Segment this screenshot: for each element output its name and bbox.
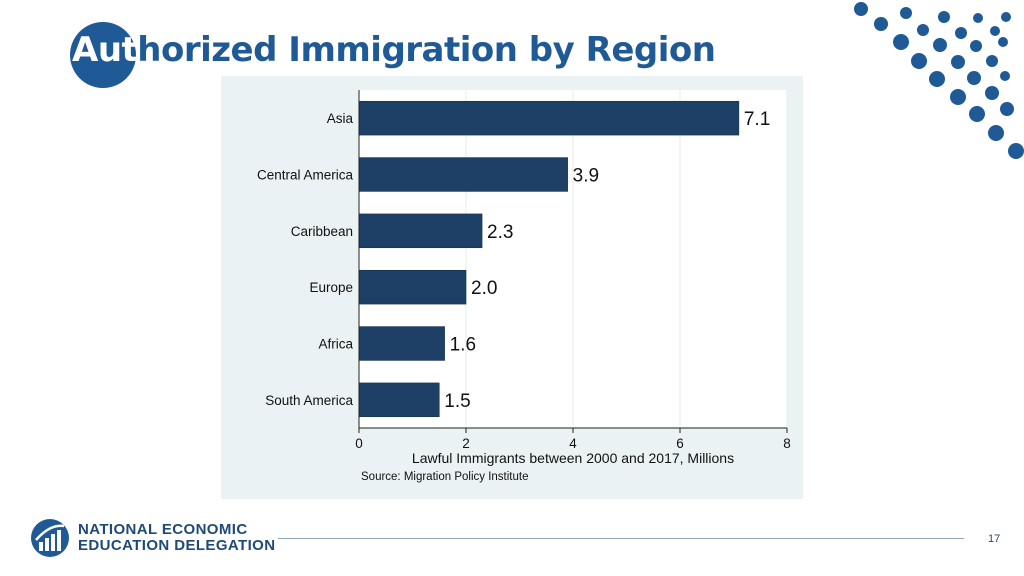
- bar-south-america: [358, 382, 440, 418]
- value-label: 1.5: [444, 391, 470, 412]
- decor-dot: [929, 71, 945, 87]
- slide-title-lead: Aut: [72, 30, 138, 70]
- value-label: 2.0: [471, 278, 497, 299]
- x-tick-label: 4: [569, 436, 577, 451]
- title-accent-circle: [70, 22, 136, 88]
- decor-dot: [938, 11, 950, 23]
- decor-dot: [990, 26, 1000, 36]
- decor-dot: [1008, 143, 1024, 159]
- org-name-line2: EDUCATION DELEGATION: [78, 537, 276, 554]
- dot-pattern-icon: [854, 2, 1024, 159]
- category-label: Caribbean: [291, 224, 353, 239]
- decor-dot: [917, 24, 929, 36]
- decor-dot: [950, 89, 966, 105]
- decor-dot: [986, 55, 998, 67]
- decor-dot: [951, 55, 965, 69]
- page-number: 17: [988, 533, 1001, 545]
- chart-source: Source: Migration Policy Institute: [361, 471, 528, 483]
- org-name: NATIONAL ECONOMIC EDUCATION DELEGATION: [78, 522, 275, 554]
- value-label: 3.9: [573, 166, 599, 187]
- need-logo-icon: [31, 519, 69, 557]
- category-label: Africa: [318, 337, 353, 352]
- decor-dot: [988, 125, 1004, 141]
- decor-dot: [911, 53, 927, 69]
- value-label: 1.6: [450, 335, 476, 356]
- decor-dot: [998, 37, 1008, 47]
- x-tick-label: 6: [676, 436, 684, 451]
- decor-dot: [893, 34, 909, 50]
- category-label: Europe: [309, 280, 353, 295]
- x-tick-label: 8: [783, 436, 791, 451]
- decor-dot: [970, 40, 982, 52]
- decor-dot: [969, 106, 985, 122]
- category-label: South America: [265, 393, 353, 408]
- decor-dot: [854, 2, 868, 16]
- x-tick-label: 2: [462, 436, 470, 451]
- decor-dot: [955, 27, 967, 39]
- category-label: Asia: [327, 111, 354, 126]
- slide-title: Authorized Immigration by Region: [72, 30, 716, 70]
- decor-dot: [1000, 71, 1010, 81]
- bar-europe: [358, 269, 467, 305]
- x-tick-label: 0: [355, 436, 363, 451]
- bar-chart: Asia 7.1 Central America 3.9 Caribbean 2.3 Eur…: [257, 90, 791, 483]
- bar-africa: [358, 326, 445, 361]
- chart-frame: Asia 7.1 Central America 3.9 Caribbean 2.3 Eur…: [221, 76, 803, 499]
- decor-dot: [933, 38, 947, 52]
- decor-dot: [874, 17, 888, 31]
- decor-dot: [1001, 12, 1011, 22]
- bar-caribbean: [358, 213, 483, 249]
- decor-dot: [1000, 102, 1014, 116]
- value-label: 7.1: [744, 109, 770, 130]
- value-label: 2.3: [487, 222, 513, 243]
- decor-dot: [967, 71, 981, 85]
- bar-central-america: [358, 157, 568, 192]
- decor-dot: [985, 86, 999, 100]
- footer-divider: [278, 538, 964, 539]
- decor-dot: [900, 7, 912, 19]
- decor-dot: [973, 13, 983, 23]
- category-label: Central America: [257, 168, 354, 183]
- bar-asia: [358, 100, 740, 136]
- org-name-line1: NATIONAL ECONOMIC: [78, 521, 248, 538]
- slide-title-rest: horized Immigration by Region: [137, 30, 716, 70]
- x-axis-label: Lawful Immigrants between 2000 and 2017,…: [412, 450, 734, 466]
